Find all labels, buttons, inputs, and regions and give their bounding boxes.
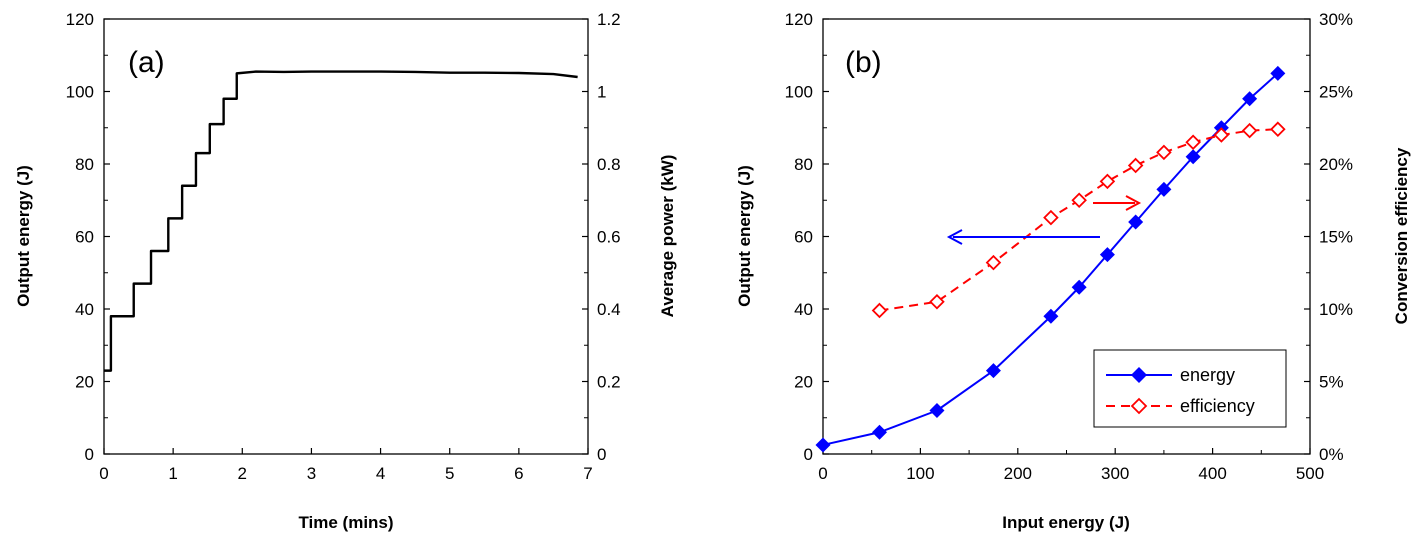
data-point-efficiency (1213, 127, 1230, 143)
panel-label-b: (b) (845, 46, 882, 79)
data-point-efficiency (1099, 173, 1116, 190)
y-tick-label: 80 (75, 155, 94, 174)
x-tick-label: 2 (238, 464, 247, 483)
data-point-efficiency (1071, 192, 1087, 209)
legend-label-energy: energy (1180, 365, 1235, 385)
x-tick-label: 100 (906, 464, 934, 483)
annotation-arrows-b (946, 195, 1142, 245)
x-tick-label: 300 (1101, 464, 1129, 483)
data-point-energy (1242, 91, 1258, 107)
legend-item-energy: energy (1106, 365, 1235, 385)
x-tick-label: 200 (1004, 464, 1032, 483)
data-point-efficiency (1156, 144, 1172, 161)
data-point-efficiency (1241, 122, 1258, 139)
data-point-energy (1071, 279, 1087, 295)
data-point-energy (815, 437, 831, 453)
x-tick-label: 0 (99, 464, 108, 483)
data-point-energy (1128, 214, 1144, 230)
y2-tick-label: 0.2 (597, 373, 621, 392)
y2-tick-label: 1 (597, 83, 606, 102)
x-axis-ticks-b: 0 100 200 300 400 500 (818, 448, 1324, 483)
legend-label-efficiency: efficiency (1180, 396, 1255, 416)
x-tick-label: 3 (307, 464, 316, 483)
data-point-efficiency (871, 302, 888, 319)
y2-tick-label: 0 (597, 445, 606, 464)
y2-tick-label: 0.4 (597, 300, 621, 319)
x-tick-label: 1 (168, 464, 177, 483)
y2-tick-label: 1.2 (597, 10, 621, 29)
legend-marker-energy (1131, 367, 1147, 383)
y-tick-label: 60 (794, 228, 813, 247)
y2-tick-label: 20% (1319, 155, 1353, 174)
y-axis-label-a: Output energy (J) (14, 165, 33, 307)
data-point-efficiency (929, 293, 945, 310)
data-point-energy (871, 424, 887, 440)
y2-tick-label: 10% (1319, 300, 1353, 319)
x-axis-ticks-a: 0 1 2 3 4 5 6 7 (99, 448, 593, 483)
arrow-to-right-axis (1093, 195, 1142, 211)
y2-tick-label: 25% (1319, 83, 1353, 102)
panel-label-a: (a) (128, 46, 165, 79)
y-tick-label: 40 (75, 300, 94, 319)
chart-panel-b: 0 100 200 300 400 500 0 20 40 60 80 100 120 0% 5% 10%… (735, 10, 1411, 532)
legend-item-efficiency: efficiency (1106, 396, 1255, 416)
data-point-efficiency (1043, 209, 1059, 226)
y-tick-label: 20 (794, 373, 813, 392)
y-tick-label: 40 (794, 300, 813, 319)
data-point-energy (1043, 308, 1059, 324)
x-axis-label-b: Input energy (J) (1002, 513, 1130, 532)
series-group-a (104, 70, 578, 372)
y-axis-label-b: Output energy (J) (735, 165, 754, 307)
x-axis-label-a: Time (mins) (298, 513, 393, 532)
plot-area-a (103, 18, 589, 455)
x-tick-label: 5 (445, 464, 454, 483)
y-tick-label: 0 (85, 445, 94, 464)
y2-tick-label: 5% (1319, 373, 1344, 392)
legend-marker-efficiency (1130, 397, 1148, 415)
y2-axis-label-a: Average power (kW) (658, 155, 677, 318)
y-tick-label: 0 (804, 445, 813, 464)
x-tick-label: 0 (818, 464, 827, 483)
y-tick-label: 80 (794, 155, 813, 174)
data-point-efficiency (1185, 134, 1201, 151)
x-tick-label: 400 (1198, 464, 1226, 483)
data-point-efficiency (985, 254, 1002, 271)
x-tick-label: 4 (376, 464, 385, 483)
x-tick-label: 7 (583, 464, 592, 483)
y2-tick-label: 30% (1319, 10, 1353, 29)
y2-axis-label-b: Conversion efficiency (1392, 147, 1411, 324)
y2-tick-label: 0% (1319, 445, 1344, 464)
series-line-a-0 (104, 70, 578, 372)
data-point-efficiency (1127, 157, 1144, 174)
x-tick-label: 500 (1296, 464, 1324, 483)
y-axis-ticks-a: 0 20 40 60 80 100 120 (66, 10, 110, 464)
data-point-energy (1270, 65, 1286, 81)
series-group-b (815, 65, 1286, 453)
y-tick-label: 120 (66, 10, 94, 29)
y-tick-label: 20 (75, 373, 94, 392)
data-point-efficiency (1270, 121, 1286, 137)
data-point-energy (1099, 247, 1115, 263)
data-point-energy (985, 363, 1001, 379)
data-point-energy (929, 403, 945, 418)
y-tick-label: 60 (75, 228, 94, 247)
y2-axis-ticks-a: 0 0.2 0.4 0.6 0.8 1 1.2 (582, 10, 621, 464)
data-point-energy (1156, 181, 1172, 197)
y2-tick-label: 0.6 (597, 228, 621, 247)
arrow-to-left-axis (946, 229, 1100, 245)
y2-tick-label: 0.8 (597, 155, 621, 174)
x-tick-label: 6 (514, 464, 523, 483)
y2-axis-ticks-b: 0% 5% 10% 15% 20% 25% 30% (1304, 10, 1353, 464)
data-point-energy (1185, 149, 1201, 165)
y-tick-label: 120 (785, 10, 813, 29)
y-tick-label: 100 (66, 83, 94, 102)
chart-panel-a: 0 1 2 3 4 5 6 7 0 20 40 60 80 100 120 0 0.2 0.4 0.6 0.8 1 1… (14, 10, 677, 532)
y2-tick-label: 15% (1319, 228, 1353, 247)
legend-box (1093, 349, 1287, 428)
y-tick-label: 100 (785, 83, 813, 102)
y-axis-ticks-b: 0 20 40 60 80 100 120 (785, 10, 829, 464)
legend: energy efficiency (1093, 349, 1287, 428)
